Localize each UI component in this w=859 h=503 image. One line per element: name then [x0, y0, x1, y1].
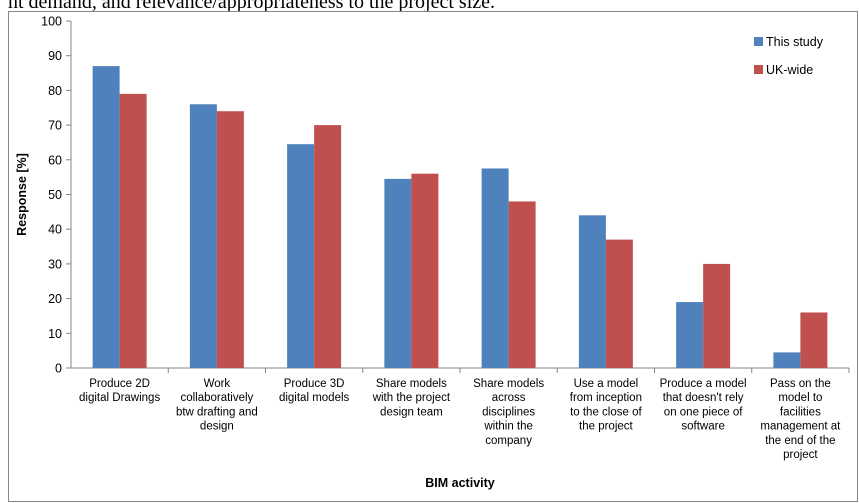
chart-legend: This study UK-wide [754, 35, 824, 77]
legend-label: UK-wide [766, 63, 813, 77]
legend-swatch [754, 37, 763, 46]
x-category-label: Produce 3D digital models [279, 378, 350, 404]
y-tick-label: 20 [48, 292, 62, 306]
bar-this-study [578, 215, 606, 368]
x-category-label: Produce 2D digital Drawings [79, 378, 160, 404]
bar-uk-wide [703, 263, 731, 368]
chart-bars [92, 66, 828, 369]
bar-this-study [384, 178, 412, 368]
caption-fragment: nt demand, and relevance/appropriateness… [8, 0, 496, 13]
y-tick-label: 60 [48, 153, 62, 167]
bar-this-study [287, 144, 315, 368]
y-tick-label: 80 [48, 84, 62, 98]
x-category-label: Use a model from inception to the close of… [570, 378, 643, 433]
bar-uk-wide [411, 173, 439, 368]
bar-this-study [773, 352, 801, 368]
y-tick-label: 100 [41, 15, 62, 29]
bar-this-study [92, 66, 120, 369]
x-category-label: Pass on the model to facilities management … [760, 378, 841, 461]
y-axis-title: Response [%] [15, 153, 29, 236]
category-labels: Produce 2D digital Drawings Work collaborat… [79, 378, 841, 461]
y-tick-label: 10 [48, 327, 62, 341]
bar-uk-wide [216, 111, 244, 368]
y-tick-label: 30 [48, 257, 62, 271]
x-category-label: Work collaboratively btw drafting and desig… [176, 378, 258, 433]
bar-uk-wide [119, 93, 147, 369]
x-category-label: Produce a model that doesn't rely on one p… [660, 378, 747, 433]
bar-this-study [481, 168, 509, 368]
x-category-label: Share models across disciplines within the c… [473, 378, 544, 447]
y-tick-label: 90 [48, 49, 62, 63]
bar-uk-wide [800, 312, 828, 368]
bar-uk-wide [314, 125, 342, 368]
bar-this-study [676, 302, 704, 368]
y-tick-label: 70 [48, 119, 62, 133]
x-category-label: Share models with the project design team [372, 378, 451, 418]
y-tick-label: 40 [48, 223, 62, 237]
bar-uk-wide [508, 201, 536, 368]
legend-label: This study [766, 35, 824, 49]
legend-swatch [754, 65, 763, 74]
bar-this-study [189, 104, 217, 368]
bar-uk-wide [605, 239, 633, 368]
y-tick-label: 0 [55, 362, 62, 376]
x-axis-title: BIM activity [425, 476, 495, 490]
chart-axes: 0 10 20 30 40 50 60 70 80 90 100 [41, 15, 850, 376]
y-tick-label: 50 [48, 188, 62, 202]
